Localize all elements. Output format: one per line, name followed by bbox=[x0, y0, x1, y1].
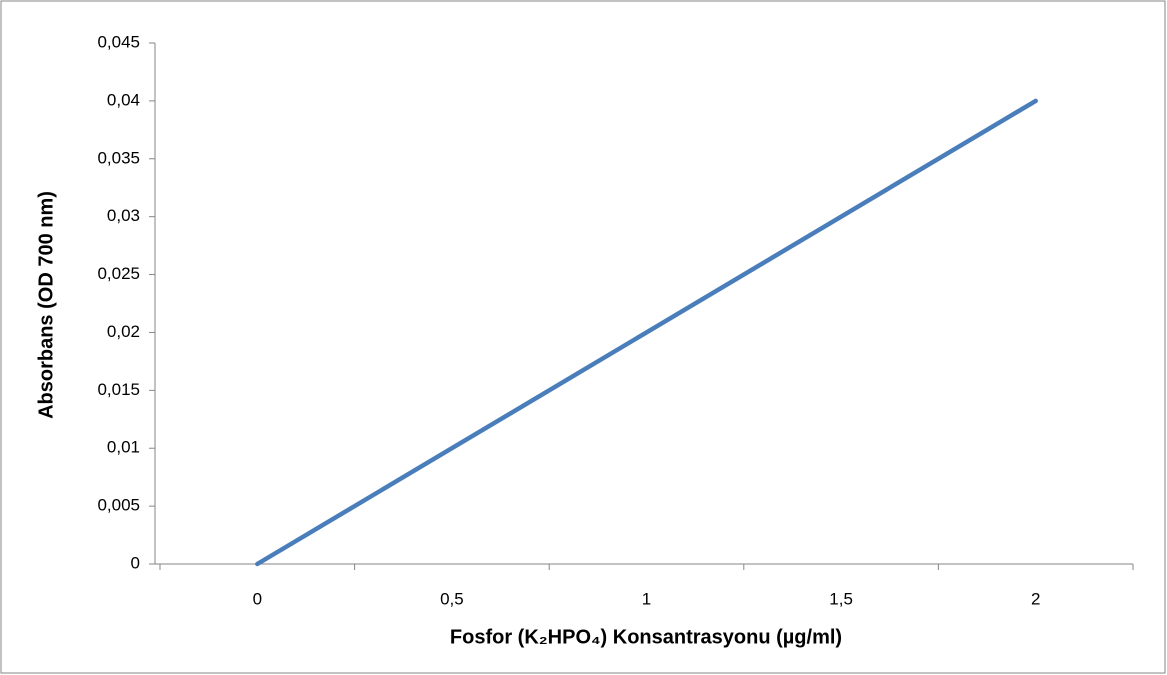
y-axis-title: Absorbans (OD 700 nm) bbox=[35, 191, 57, 419]
y-tick-label: 0,005 bbox=[97, 496, 140, 515]
y-tick-label: 0,02 bbox=[107, 322, 140, 341]
data-line bbox=[255, 98, 1038, 567]
y-tick-label: 0,015 bbox=[97, 380, 140, 399]
y-tick-label: 0 bbox=[131, 553, 140, 572]
y-tick-label: 0,025 bbox=[97, 264, 140, 283]
x-tick-label: 0,5 bbox=[440, 589, 464, 608]
x-tick-label: 1 bbox=[642, 589, 651, 608]
y-tick-label: 0,03 bbox=[107, 206, 140, 225]
x-tick-label: 1,5 bbox=[829, 589, 853, 608]
y-tick-label: 0,01 bbox=[107, 438, 140, 457]
y-tick-label: 0,035 bbox=[97, 148, 140, 167]
x-tick-label: 2 bbox=[1031, 589, 1040, 608]
x-axis-title: Fosfor (K₂HPO₄) Konsantrasyonu (µg/ml) bbox=[450, 626, 842, 648]
y-tick-label: 0,04 bbox=[107, 90, 140, 109]
y-tick-label: 0,045 bbox=[97, 32, 140, 51]
x-tick-label: 0 bbox=[253, 589, 262, 608]
